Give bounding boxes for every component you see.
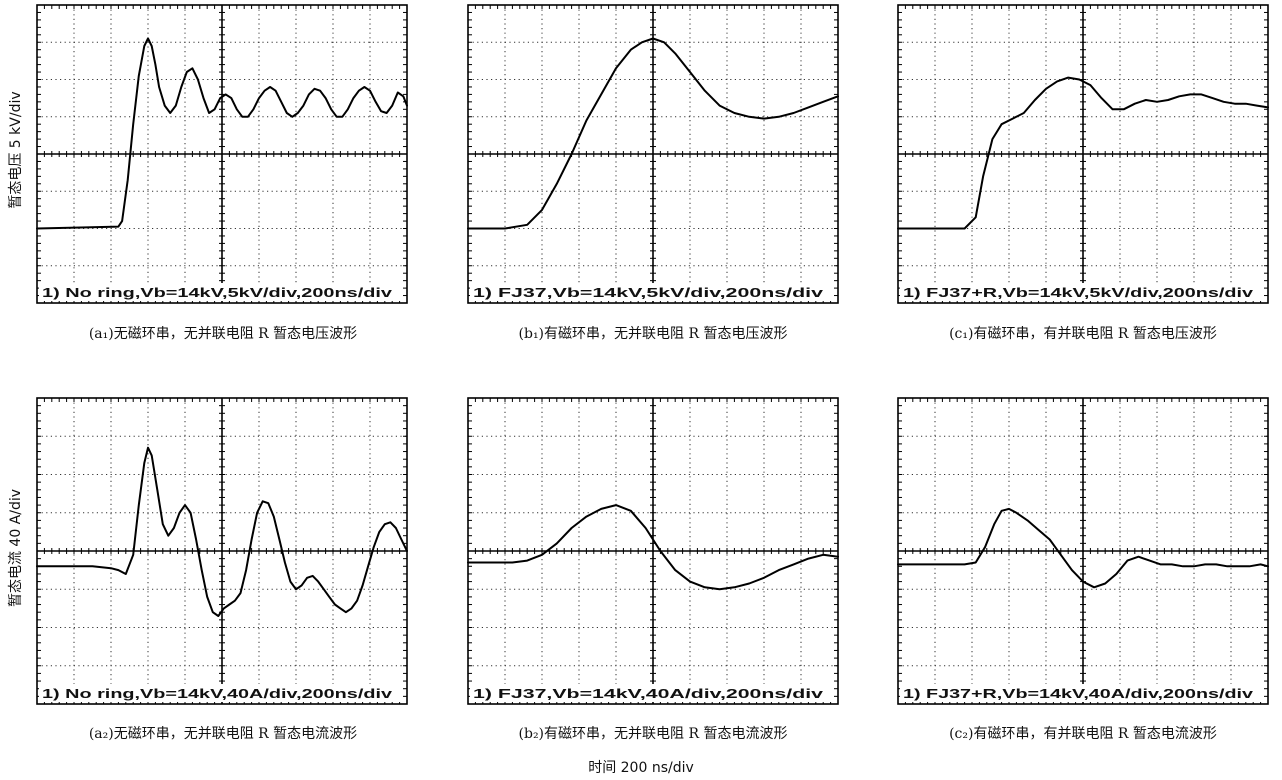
panel-caption: (c₁)有磁环串，有并联电阻 R 暂态电压波形 bbox=[949, 326, 1217, 342]
panel-caption: (a₂)无磁环串，无并联电阻 R 暂态电流波形 bbox=[89, 726, 357, 742]
scope-label-backing bbox=[470, 684, 834, 702]
scope-panel: 1) FJ37,Vb=14kV,40A/div,200ns/div (b₂)有磁环… bbox=[467, 397, 839, 742]
scope-label-backing bbox=[39, 684, 403, 702]
x-axis-label: 时间 200 ns/div bbox=[588, 760, 694, 776]
scope-panel: 1) No ring,Vb=14kV,40A/div,200ns/div (a₂)… bbox=[36, 397, 408, 742]
scope-label: 1) FJ37+R,Vb=14kV,40A/div,200ns/div bbox=[903, 687, 1253, 701]
y-axis-label-current: 暂态电流 40 A/div bbox=[8, 489, 24, 607]
waveform-line bbox=[897, 76, 1269, 230]
waveform-line bbox=[467, 504, 839, 591]
scope-panel: 1) No ring,Vb=14kV,5kV/div,200ns/div (a₁)… bbox=[36, 4, 408, 342]
waveform-line bbox=[36, 446, 408, 617]
scope-label-backing bbox=[470, 283, 834, 301]
scope-label: 1) No ring,Vb=14kV,5kV/div,200ns/div bbox=[42, 286, 392, 300]
scope-frame bbox=[36, 4, 408, 304]
panel-caption: (b₁)有磁环串，无并联电阻 R 暂态电压波形 bbox=[519, 326, 788, 342]
y-axis-label-voltage: 暂态电压 5 kV/div bbox=[8, 91, 24, 208]
panel-caption: (c₂)有磁环串，有并联电阻 R 暂态电流波形 bbox=[949, 726, 1217, 742]
scope-frame bbox=[897, 397, 1269, 705]
scope-panel: 1) FJ37+R,Vb=14kV,40A/div,200ns/div (c₂)有… bbox=[897, 397, 1269, 742]
scope-frame bbox=[467, 4, 839, 304]
scope-label-backing bbox=[900, 283, 1264, 301]
waveform-line bbox=[897, 507, 1269, 589]
scope-label: 1) FJ37+R,Vb=14kV,5kV/div,200ns/div bbox=[903, 286, 1253, 300]
scope-frame bbox=[467, 397, 839, 705]
scope-frame bbox=[897, 4, 1269, 304]
panel-caption: (b₂)有磁环串，无并联电阻 R 暂态电流波形 bbox=[519, 726, 788, 742]
scope-label: 1) No ring,Vb=14kV,40A/div,200ns/div bbox=[42, 687, 392, 701]
scope-label-backing bbox=[39, 283, 403, 301]
oscilloscope-panels: 1) No ring,Vb=14kV,5kV/div,200ns/div (a₁)… bbox=[36, 4, 1269, 742]
scope-panel: 1) FJ37,Vb=14kV,5kV/div,200ns/div (b₁)有磁环… bbox=[467, 4, 839, 342]
waveform-line bbox=[36, 37, 408, 230]
panel-caption: (a₁)无磁环串，无并联电阻 R 暂态电压波形 bbox=[89, 326, 357, 342]
scope-label: 1) FJ37,Vb=14kV,40A/div,200ns/div bbox=[473, 687, 823, 701]
waveform-line bbox=[467, 37, 839, 230]
scope-panel: 1) FJ37+R,Vb=14kV,5kV/div,200ns/div (c₁)有… bbox=[897, 4, 1269, 342]
scope-label: 1) FJ37,Vb=14kV,5kV/div,200ns/div bbox=[473, 286, 823, 300]
scope-label-backing bbox=[900, 684, 1264, 702]
